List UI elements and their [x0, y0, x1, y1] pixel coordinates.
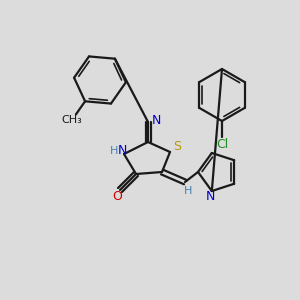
Text: CH₃: CH₃ — [61, 115, 82, 125]
Text: H: H — [184, 186, 192, 196]
Text: N: N — [117, 145, 127, 158]
Text: N: N — [151, 113, 161, 127]
Text: O: O — [112, 190, 122, 203]
Text: Cl: Cl — [216, 137, 228, 151]
Text: S: S — [173, 140, 181, 154]
Text: H: H — [110, 146, 118, 156]
Text: N: N — [206, 190, 215, 202]
